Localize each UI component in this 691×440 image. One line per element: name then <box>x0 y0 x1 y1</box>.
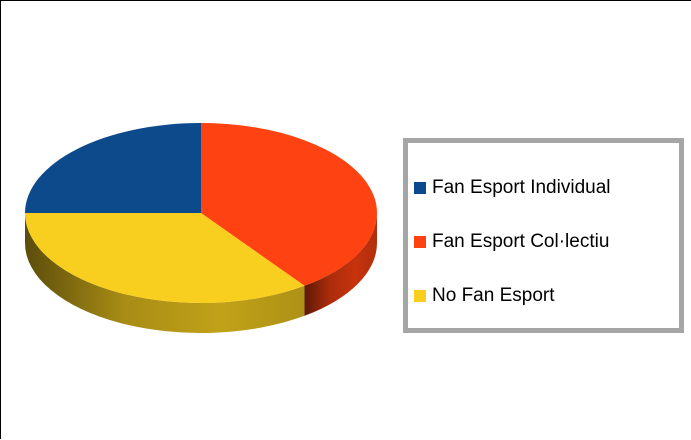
pie-side-walls <box>25 213 377 333</box>
legend-label-individual: Fan Esport Individual <box>432 177 611 198</box>
legend-item-individual: Fan Esport Individual <box>414 177 611 199</box>
legend-item-no-fan: No Fan Esport <box>414 285 555 307</box>
pie-side-shade-fan-esport-col-lectiu <box>304 213 377 316</box>
legend-swatch-individual <box>414 182 426 194</box>
legend-swatch-no-fan <box>414 290 426 302</box>
pie-slices <box>25 123 377 303</box>
legend-item-collectiu: Fan Esport Col·lectiu <box>414 231 609 253</box>
pie-slice-fan-esport-col-lectiu <box>201 123 377 286</box>
pie-side-shade-no-fan-esport <box>25 213 305 333</box>
legend: Fan Esport Individual Fan Esport Col·lec… <box>403 138 684 333</box>
pie-slice-fan-esport-individual <box>25 123 201 213</box>
legend-label-no-fan: No Fan Esport <box>432 285 555 306</box>
legend-label-collectiu: Fan Esport Col·lectiu <box>432 231 610 252</box>
legend-swatch-collectiu <box>414 236 426 248</box>
pie-slice-no-fan-esport <box>25 213 305 303</box>
